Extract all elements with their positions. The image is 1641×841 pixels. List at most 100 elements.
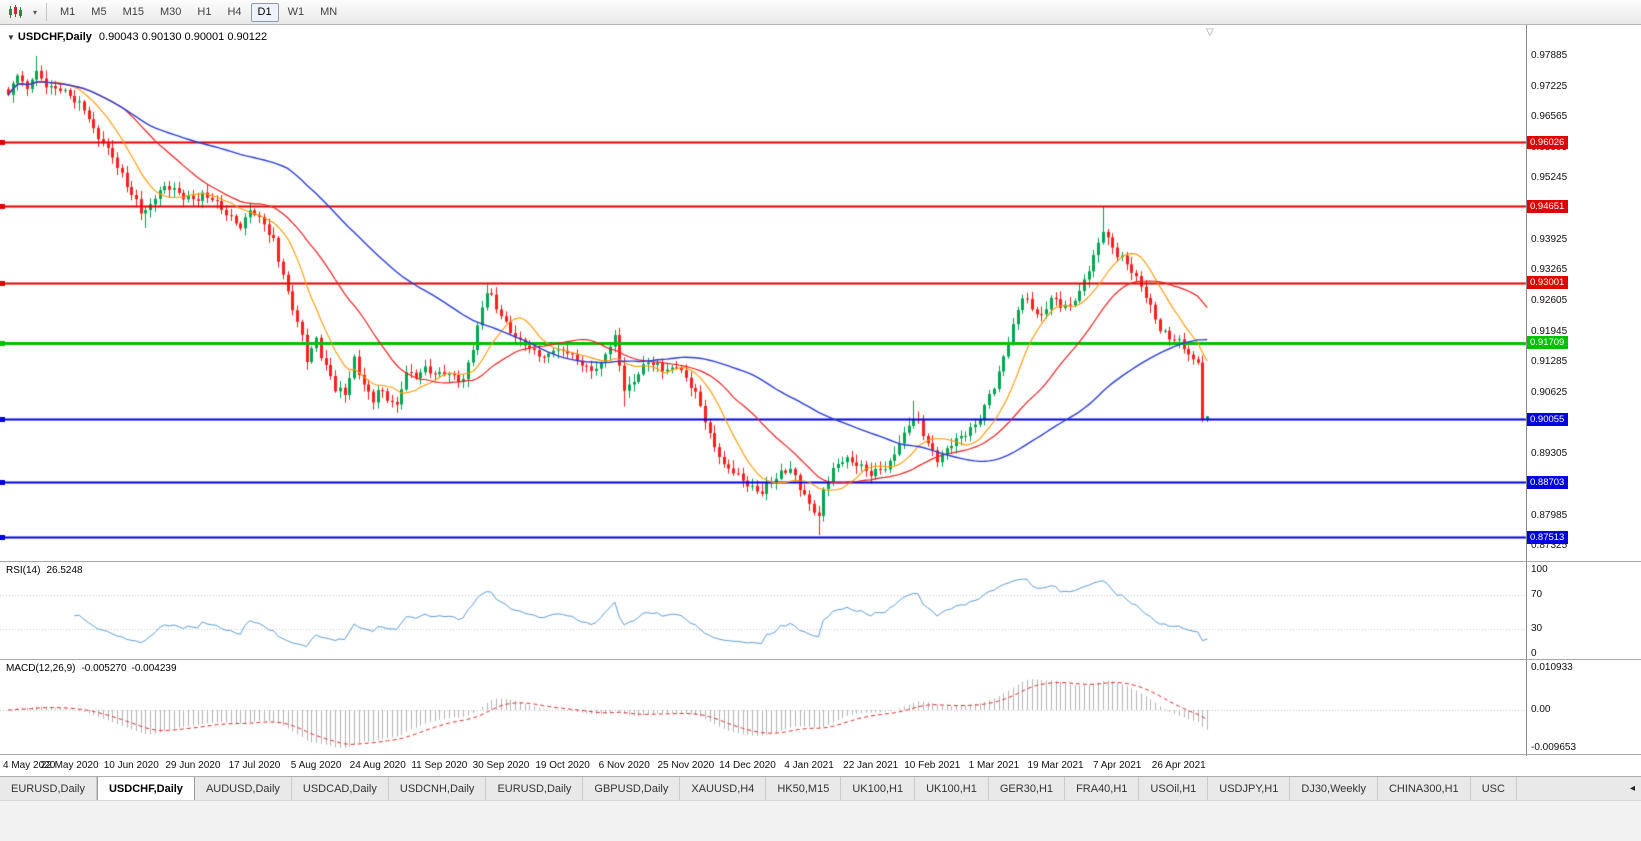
macd-indicator-label: MACD(12,26,9) -0.005270 -0.004239: [6, 663, 177, 674]
timeframe-button-D1[interactable]: D1: [250, 2, 279, 22]
chart-shift-marker-icon[interactable]: ▽: [1206, 27, 1214, 38]
price-axis-label: 0.92605: [1531, 295, 1568, 307]
macd-axis-label: -0.009653: [1531, 742, 1577, 753]
chart-tab-uk100-h1[interactable]: UK100,H1: [915, 777, 989, 800]
macd-signal-value: -0.004239: [131, 663, 177, 674]
chart-menu-icon[interactable]: ▼: [7, 33, 15, 42]
timeframe-button-M1[interactable]: M1: [60, 5, 76, 18]
price-axis-label: 0.93265: [1531, 264, 1568, 276]
date-axis-label: 10 Feb 2021: [904, 760, 961, 771]
chart-tab-usc[interactable]: USC: [1471, 777, 1517, 800]
rsi-name: RSI(14): [6, 565, 41, 576]
date-axis-label: 26 Apr 2021: [1151, 760, 1206, 771]
chart-tab-dj30-weekly[interactable]: DJ30,Weekly: [1290, 777, 1378, 800]
price-axis-border: [1526, 25, 1527, 756]
chart-tab-usdjpy-h1[interactable]: USDJPY,H1: [1208, 777, 1291, 800]
price-axis-label: 0.89305: [1531, 448, 1568, 460]
timeframe-button-M5[interactable]: M5: [91, 5, 107, 18]
price-chart-canvas[interactable]: [0, 25, 1641, 756]
macd-axis-label: 0.00: [1531, 704, 1551, 715]
rsi-axis-label: 30: [1531, 622, 1543, 634]
chart-tab-china300-h1[interactable]: CHINA300,H1: [1378, 777, 1471, 800]
price-axis-label: 0.91945: [1531, 325, 1568, 337]
chart-tab-uk100-h1[interactable]: UK100,H1: [841, 777, 916, 800]
macd-main-value: -0.005270: [81, 663, 127, 674]
timeframe-button-M15[interactable]: M15: [122, 5, 144, 18]
price-level-badge: 0.94651: [1527, 199, 1569, 213]
price-axis-label: 0.97225: [1531, 80, 1568, 92]
date-axis-label: 7 Apr 2021: [1092, 760, 1142, 771]
rsi-axis-label: 0: [1531, 648, 1537, 659]
timeframe-button-H1[interactable]: H1: [197, 5, 212, 18]
price-level-badge: 0.91709: [1527, 336, 1569, 350]
date-axis-label: 22 May 2020: [40, 760, 99, 771]
price-level-badge: 0.88703: [1527, 475, 1569, 489]
price-axis-label: 0.90625: [1531, 386, 1568, 398]
panel-separator-rsi[interactable]: [0, 561, 1641, 562]
price-axis-label: 0.93925: [1531, 233, 1568, 245]
chart-tab-eurusd-daily[interactable]: EURUSD,Daily: [486, 777, 584, 800]
timeframe-button-MN[interactable]: MN: [320, 5, 338, 18]
date-axis-label: 17 Jul 2020: [228, 760, 281, 771]
chart-type-dropdown-icon[interactable]: ▾: [32, 7, 37, 17]
chart-tab-xauusd-h4[interactable]: XAUUSD,H4: [680, 777, 767, 800]
rsi-axis-label: 100: [1531, 564, 1548, 575]
price-axis-label: 0.97885: [1531, 49, 1568, 61]
chart-tab-usdcnh-daily[interactable]: USDCNH,Daily: [389, 777, 487, 800]
chart-tab-gbpusd-daily[interactable]: GBPUSD,Daily: [583, 777, 681, 800]
chart-type-icon[interactable]: [4, 1, 28, 23]
macd-name: MACD(12,26,9): [6, 663, 76, 674]
date-axis-label: 24 Aug 2020: [349, 760, 406, 771]
date-axis-label: 19 Oct 2020: [535, 760, 590, 771]
date-axis-label: 1 Mar 2021: [968, 760, 1020, 771]
date-axis-border: [0, 754, 1641, 755]
chart-tab-ger30-h1[interactable]: GER30,H1: [989, 777, 1066, 800]
date-axis-label: 14 Dec 2020: [719, 760, 776, 771]
chart-area: ▼ USDCHF,Daily 0.90043 0.90130 0.90001 0.9…: [0, 25, 1641, 776]
price-axis-label: 0.96565: [1531, 111, 1568, 123]
chart-header: ▼ USDCHF,Daily 0.90043 0.90130 0.90001 0.9…: [7, 31, 267, 43]
date-axis-label: 19 Mar 2021: [1027, 760, 1084, 771]
timeframe-group: M1 M5 M15 M30 H1 H4 D1 W1 MN: [52, 2, 345, 22]
candlestick-icon: [9, 5, 22, 18]
tab-scroll-left-icon[interactable]: ◂: [1629, 783, 1635, 794]
rsi-indicator-label: RSI(14) 26.5248: [6, 565, 83, 576]
date-axis-label: 5 Aug 2020: [290, 760, 342, 771]
chart-symbol-label: USDCHF,Daily: [17, 31, 92, 43]
rsi-axis-label: 70: [1531, 589, 1543, 601]
toolbar: ▾ M1 M5 M15 M30 H1 H4 D1 W1 MN: [0, 0, 1641, 25]
chart-tab-bar: EURUSD,Daily USDCHF,Daily AUDUSD,Daily USDC…: [0, 776, 1641, 800]
price-level-badge: 0.90055: [1527, 412, 1569, 426]
chart-tab-usdcad-daily[interactable]: USDCAD,Daily: [292, 777, 389, 800]
chart-ohlc-values: 0.90043 0.90130 0.90001 0.90122: [98, 31, 268, 43]
chart-tab-hk50-m15[interactable]: HK50,M15: [766, 777, 842, 800]
chart-tab-eurusd-daily[interactable]: EURUSD,Daily: [0, 777, 97, 800]
date-axis-label: 22 Jan 2021: [843, 760, 899, 771]
price-axis-label: 0.87325: [1531, 540, 1568, 552]
panel-separator-macd[interactable]: [0, 659, 1641, 660]
price-level-badge: 0.96026: [1527, 135, 1569, 149]
chart-tab-fra40-h1[interactable]: FRA40,H1: [1065, 777, 1140, 800]
date-axis-label: 25 Nov 2020: [657, 760, 715, 771]
date-axis-label: 4 May 2020: [3, 760, 56, 771]
date-axis-label: 10 Jun 2020: [103, 760, 159, 771]
macd-axis-label: 0.010933: [1531, 662, 1573, 673]
timeframe-button-M30[interactable]: M30: [159, 5, 182, 18]
price-level-badge: 0.93001: [1527, 276, 1569, 290]
window-bottom-strip: [0, 800, 1641, 841]
date-axis-label: 29 Jun 2020: [165, 760, 221, 771]
rsi-value: 26.5248: [46, 565, 83, 576]
date-axis-label: 30 Sep 2020: [472, 760, 530, 771]
price-axis-label: 0.91285: [1531, 356, 1568, 368]
timeframe-button-H4[interactable]: H4: [227, 5, 242, 18]
price-axis-label: 0.87985: [1531, 509, 1568, 521]
date-axis-label: 4 Jan 2021: [784, 760, 834, 771]
date-axis-label: 11 Sep 2020: [411, 760, 468, 771]
chart-tab-usdchf-daily[interactable]: USDCHF,Daily: [96, 777, 195, 800]
price-level-badge: 0.87513: [1527, 530, 1569, 544]
date-axis-label: 6 Nov 2020: [598, 760, 650, 771]
timeframe-button-W1[interactable]: W1: [287, 5, 305, 18]
chart-tab-audusd-daily[interactable]: AUDUSD,Daily: [195, 777, 292, 800]
chart-tab-usoil-h1[interactable]: USOil,H1: [1139, 777, 1209, 800]
